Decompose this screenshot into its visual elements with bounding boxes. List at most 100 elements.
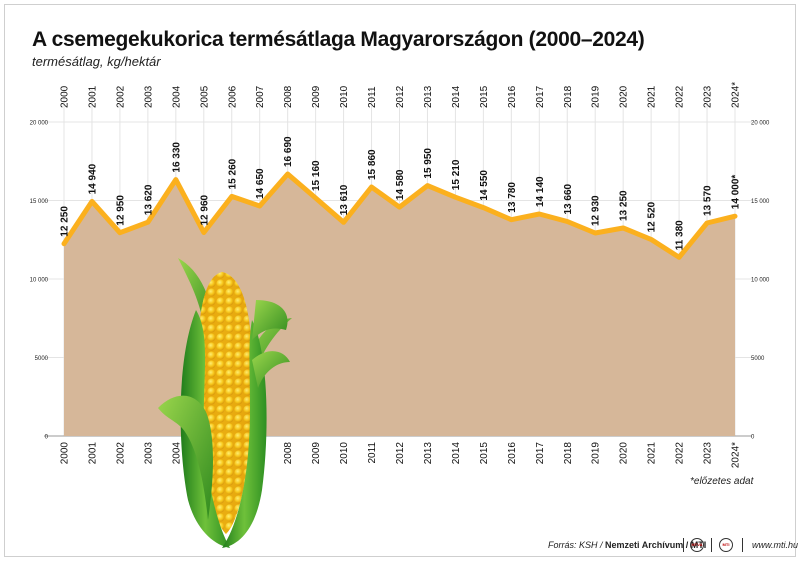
chart-title: A csemegekukorica termésátlaga Magyarors…	[32, 28, 645, 51]
data-label-2005: 12 960	[199, 194, 210, 225]
mti-link[interactable]: www.mti.hu	[752, 540, 799, 550]
separator	[683, 538, 684, 552]
corn-cob-icon	[158, 258, 292, 548]
x-tick-bottom-2010: 2010	[339, 442, 350, 465]
frame	[4, 4, 796, 557]
x-tick-bottom-2014: 2014	[451, 442, 462, 465]
x-tick-bottom-2021: 2021	[647, 442, 658, 465]
separator	[742, 538, 743, 552]
data-label-2020: 13 250	[619, 190, 630, 221]
x-tick-top-2012: 2012	[395, 85, 406, 108]
x-tick-bottom-2015: 2015	[479, 442, 490, 465]
x-tick-top-2010: 2010	[339, 85, 350, 108]
data-label-2002: 12 950	[115, 195, 126, 226]
x-tick-top-2013: 2013	[423, 85, 434, 108]
x-tick-bottom-2008: 2008	[283, 442, 294, 465]
x-tick-bottom-2018: 2018	[563, 442, 574, 465]
data-label-2023: 13 570	[703, 185, 714, 216]
footnote: *előzetes adat	[690, 476, 754, 487]
data-label-2013: 15 950	[423, 148, 434, 179]
x-tick-bottom-2013: 2013	[423, 442, 434, 465]
x-tick-top-2009: 2009	[311, 85, 322, 108]
x-tick-top-2003: 2003	[143, 85, 154, 108]
data-label-2003: 13 620	[143, 184, 154, 215]
y-tick-labels-right: 0 5000 10 000 15 000 20 000	[751, 121, 770, 441]
data-label-2024*: 14 000*	[731, 175, 742, 210]
x-tick-top-2006: 2006	[227, 85, 238, 108]
x-tick-top-2021: 2021	[647, 85, 658, 108]
separator	[711, 538, 712, 552]
x-tick-top-2017: 2017	[535, 85, 546, 108]
x-tick-labels-bottom: 2000200120022003200420052006200720082009…	[60, 442, 742, 469]
y-tick-left-10000: 10 000	[30, 278, 49, 284]
x-tick-bottom-2022: 2022	[675, 442, 686, 465]
x-tick-bottom-2000: 2000	[60, 442, 71, 465]
source-bold: Nemzeti Archívum / MTI	[605, 540, 707, 550]
x-tick-top-2001: 2001	[87, 85, 98, 108]
x-tick-top-2004: 2004	[171, 85, 182, 108]
y-tick-right-15000: 15 000	[751, 199, 770, 205]
y-tick-right-0: 0	[751, 435, 755, 441]
x-tick-top-2015: 2015	[479, 85, 490, 108]
x-tick-top-2020: 2020	[619, 85, 630, 108]
data-label-2017: 14 140	[535, 176, 546, 207]
source-text: Forrás: KSH / Nemzeti Archívum / MTI	[548, 540, 706, 550]
data-label-2004: 16 330	[171, 142, 182, 173]
y-tick-left-15000: 15 000	[30, 199, 49, 205]
x-tick-bottom-2016: 2016	[507, 442, 518, 465]
mtva-badge-icon: MTVA	[690, 538, 704, 552]
data-label-2007: 14 650	[255, 168, 266, 199]
x-tick-top-2016: 2016	[507, 85, 518, 108]
x-tick-top-2024*: 2024*	[731, 82, 742, 108]
y-tick-labels-left: 0 5000 10 000 15 000 20 000	[30, 121, 49, 441]
data-label-2015: 14 550	[479, 170, 490, 201]
x-tick-bottom-2011: 2011	[367, 442, 378, 464]
x-tick-top-2019: 2019	[591, 85, 602, 108]
y-tick-left-0: 0	[45, 435, 49, 441]
data-label-2016: 13 780	[507, 182, 518, 213]
data-labels: 12 250 14 940 12 950 13 620 16 330 12 960 15 2…	[60, 136, 742, 250]
x-tick-bottom-2019: 2019	[591, 442, 602, 465]
data-label-2008: 16 690	[283, 136, 294, 167]
x-tick-top-2014: 2014	[451, 85, 462, 108]
data-label-2022: 11 380	[675, 220, 686, 250]
y-tick-left-5000: 5000	[35, 356, 49, 362]
y-tick-right-5000: 5000	[751, 356, 765, 362]
series-line	[61, 171, 738, 260]
data-label-2018: 13 660	[563, 183, 574, 214]
source-prefix: Forrás: KSH /	[548, 540, 606, 550]
x-tick-bottom-2023: 2023	[703, 442, 714, 465]
x-tick-top-2000: 2000	[60, 85, 71, 108]
data-label-2021: 12 520	[647, 201, 658, 232]
x-tick-bottom-2001: 2001	[87, 442, 98, 465]
x-tick-top-2022: 2022	[675, 85, 686, 108]
x-tick-bottom-2009: 2009	[311, 442, 322, 465]
data-label-2014: 15 210	[451, 159, 462, 190]
data-label-2001: 14 940	[87, 163, 98, 194]
x-tick-top-2002: 2002	[115, 85, 126, 108]
y-tick-right-10000: 10 000	[751, 278, 770, 284]
x-tick-bottom-2004: 2004	[171, 442, 182, 465]
chart-subtitle: termésátlag, kg/hektár	[32, 54, 161, 69]
x-tick-top-2023: 2023	[703, 85, 714, 108]
y-tick-right-20000: 20 000	[751, 121, 770, 127]
data-label-2006: 15 260	[227, 158, 238, 189]
x-tick-bottom-2020: 2020	[619, 442, 630, 465]
x-tick-labels-top: 2000 2001 2002 2003 2004 2005 2006 2007 2008 2009…	[60, 82, 742, 108]
data-label-2012: 14 580	[395, 169, 406, 200]
x-tick-bottom-2003: 2003	[143, 442, 154, 465]
x-tick-bottom-2024*: 2024*	[731, 442, 742, 468]
x-tick-top-2011: 2011	[367, 86, 378, 108]
series-area	[64, 174, 735, 436]
x-tick-top-2008: 2008	[283, 85, 294, 108]
y-tick-left-20000: 20 000	[30, 121, 49, 127]
x-tick-bottom-2017: 2017	[535, 442, 546, 465]
x-tick-bottom-2012: 2012	[395, 442, 406, 465]
x-tick-bottom-2002: 2002	[115, 442, 126, 465]
x-tick-top-2007: 2007	[255, 85, 266, 108]
data-label-2010: 13 610	[339, 184, 350, 215]
data-label-2009: 15 160	[311, 160, 322, 191]
data-label-2011: 15 860	[367, 149, 378, 180]
footer: Forrás: KSH / Nemzeti Archívum / MTI MTV…	[0, 538, 800, 554]
